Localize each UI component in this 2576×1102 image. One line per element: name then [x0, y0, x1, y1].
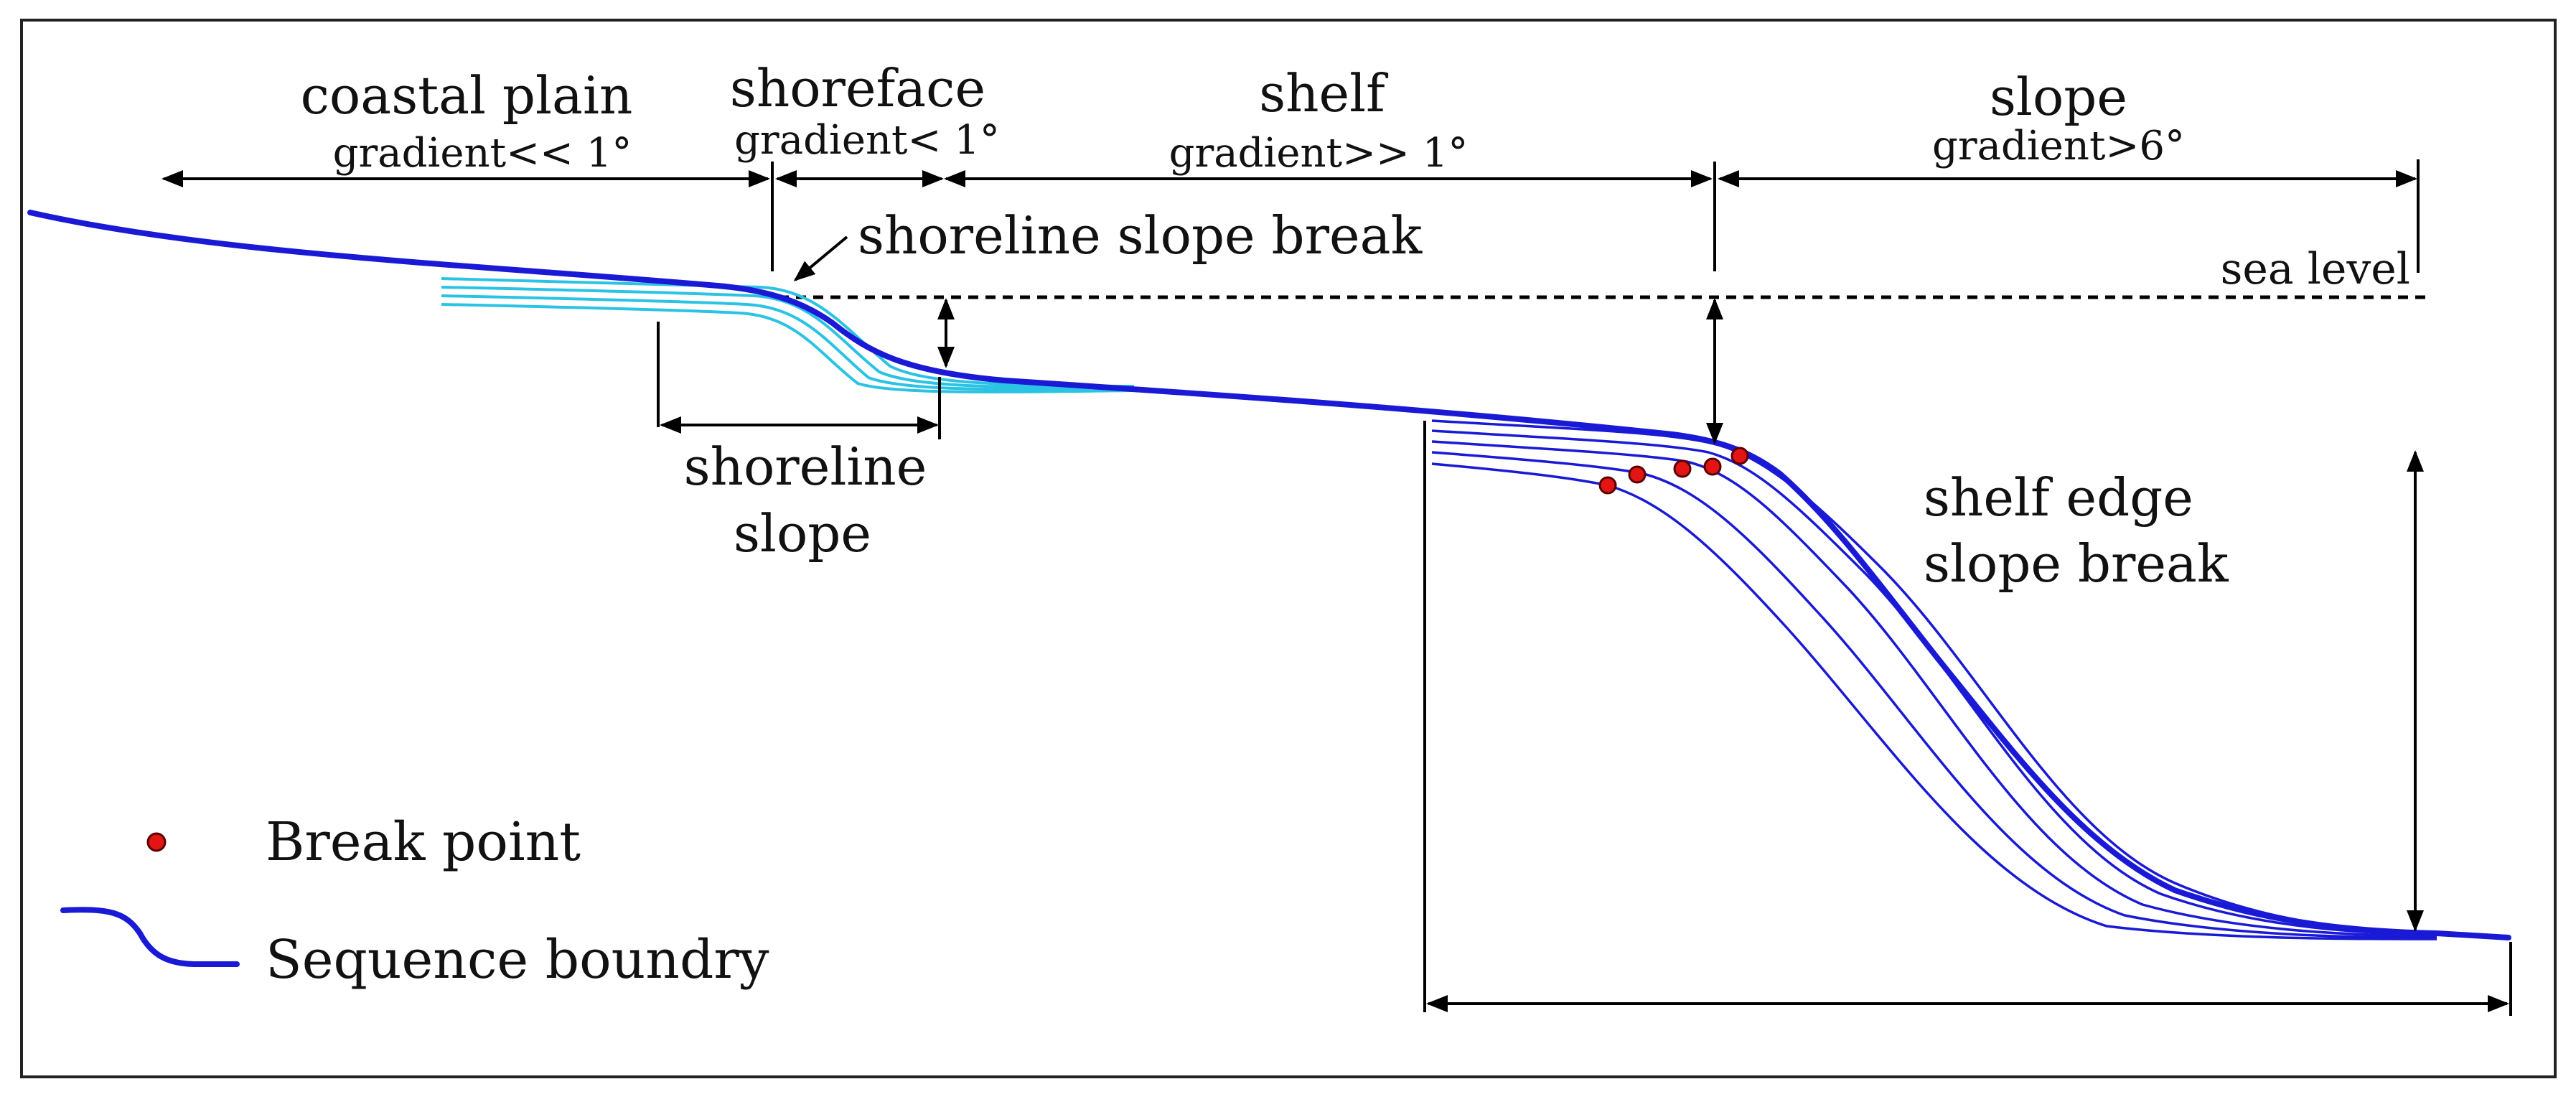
- legend-break-point-label: Break point: [266, 811, 581, 873]
- diagram-frame: [20, 19, 2557, 1078]
- zone-title-shelf: shelf: [1259, 63, 1388, 123]
- legend-sequence-boundary-icon: [60, 907, 240, 967]
- zone-title-coastal-plain: coastal plain: [301, 65, 633, 126]
- break-point: [1628, 465, 1647, 484]
- legend-sequence-boundary-label: Sequence boundry: [266, 929, 769, 991]
- sequence-boundary-line: [27, 210, 2511, 940]
- shoreline-slope-label-line2: slope: [734, 503, 871, 564]
- shoreline-clinoforms: [441, 277, 1135, 393]
- legend: Break point Sequence boundry: [60, 811, 769, 991]
- shoreline-slope-break-pointer: [793, 235, 848, 281]
- break-points: [1598, 447, 1749, 495]
- shelf-edge-label-line1: shelf edge: [1924, 467, 2193, 528]
- break-point: [1598, 476, 1617, 495]
- legend-break-point-icon: [146, 832, 167, 852]
- zone-title-slope: slope: [1990, 67, 2127, 127]
- break-point: [1673, 459, 1692, 478]
- zone-gradient-shoreface: gradient< 1°: [734, 117, 1000, 164]
- zone-gradient-slope: gradient>6°: [1932, 123, 2185, 169]
- shelf-edge-label-line2: slope break: [1924, 533, 2229, 594]
- shoreline-slope-label-line1: shoreline: [684, 436, 927, 497]
- zone-gradient-shelf: gradient>> 1°: [1169, 130, 1469, 177]
- zone-title-shoreface: shoreface: [730, 58, 985, 118]
- zone-gradient-coastal-plain: gradient<< 1°: [333, 130, 632, 177]
- sea-level-label: sea level: [2221, 244, 2410, 294]
- break-point: [1703, 457, 1722, 476]
- shoreline-slope-break-label: shoreline slope break: [858, 205, 1423, 266]
- break-point: [1730, 447, 1749, 465]
